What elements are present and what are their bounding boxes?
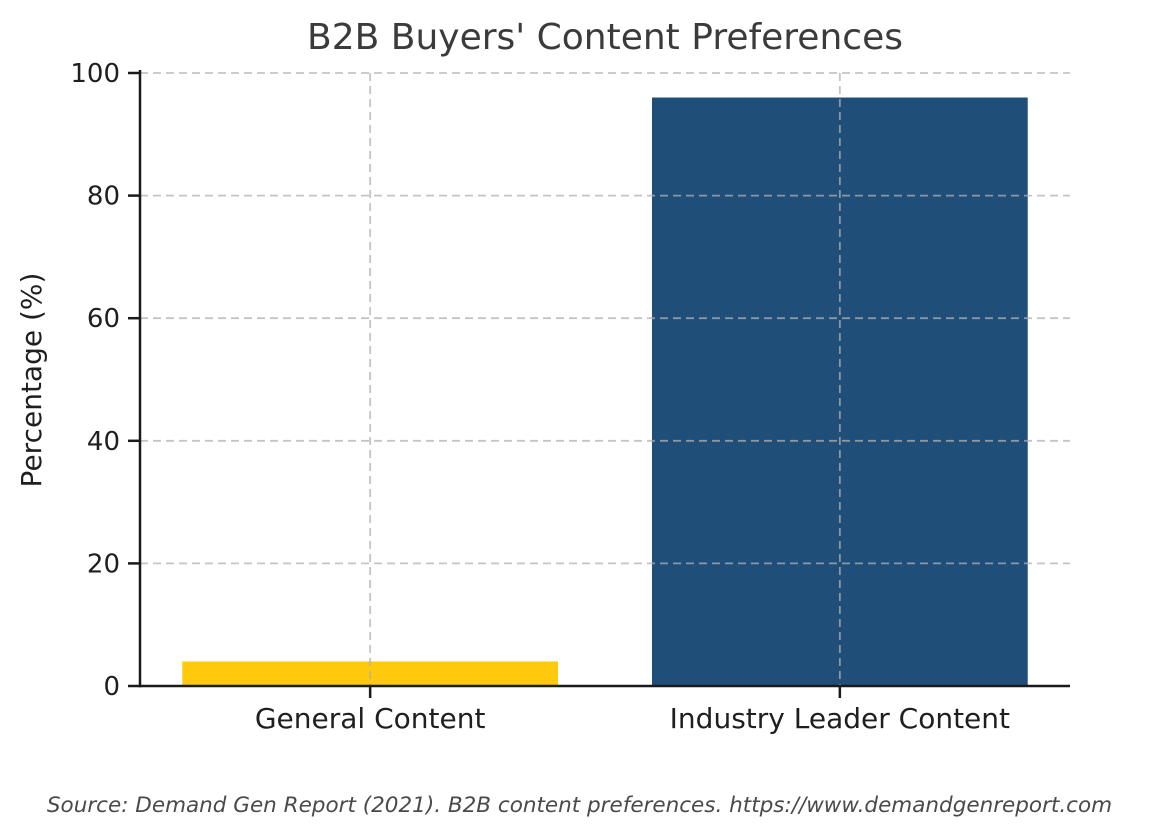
chart-title: B2B Buyers' Content Preferences	[307, 17, 903, 58]
y-tick-label: 100	[70, 59, 120, 89]
x-tick-label: General Content	[255, 702, 486, 735]
y-tick-label: 80	[87, 182, 120, 212]
y-tick-label: 20	[87, 549, 120, 579]
x-tick-label: Industry Leader Content	[670, 702, 1010, 735]
y-tick-label: 40	[87, 427, 120, 457]
source-note: Source: Demand Gen Report (2021). B2B co…	[46, 793, 1113, 818]
y-tick-label: 0	[103, 672, 120, 702]
y-tick-label: 60	[87, 304, 120, 334]
